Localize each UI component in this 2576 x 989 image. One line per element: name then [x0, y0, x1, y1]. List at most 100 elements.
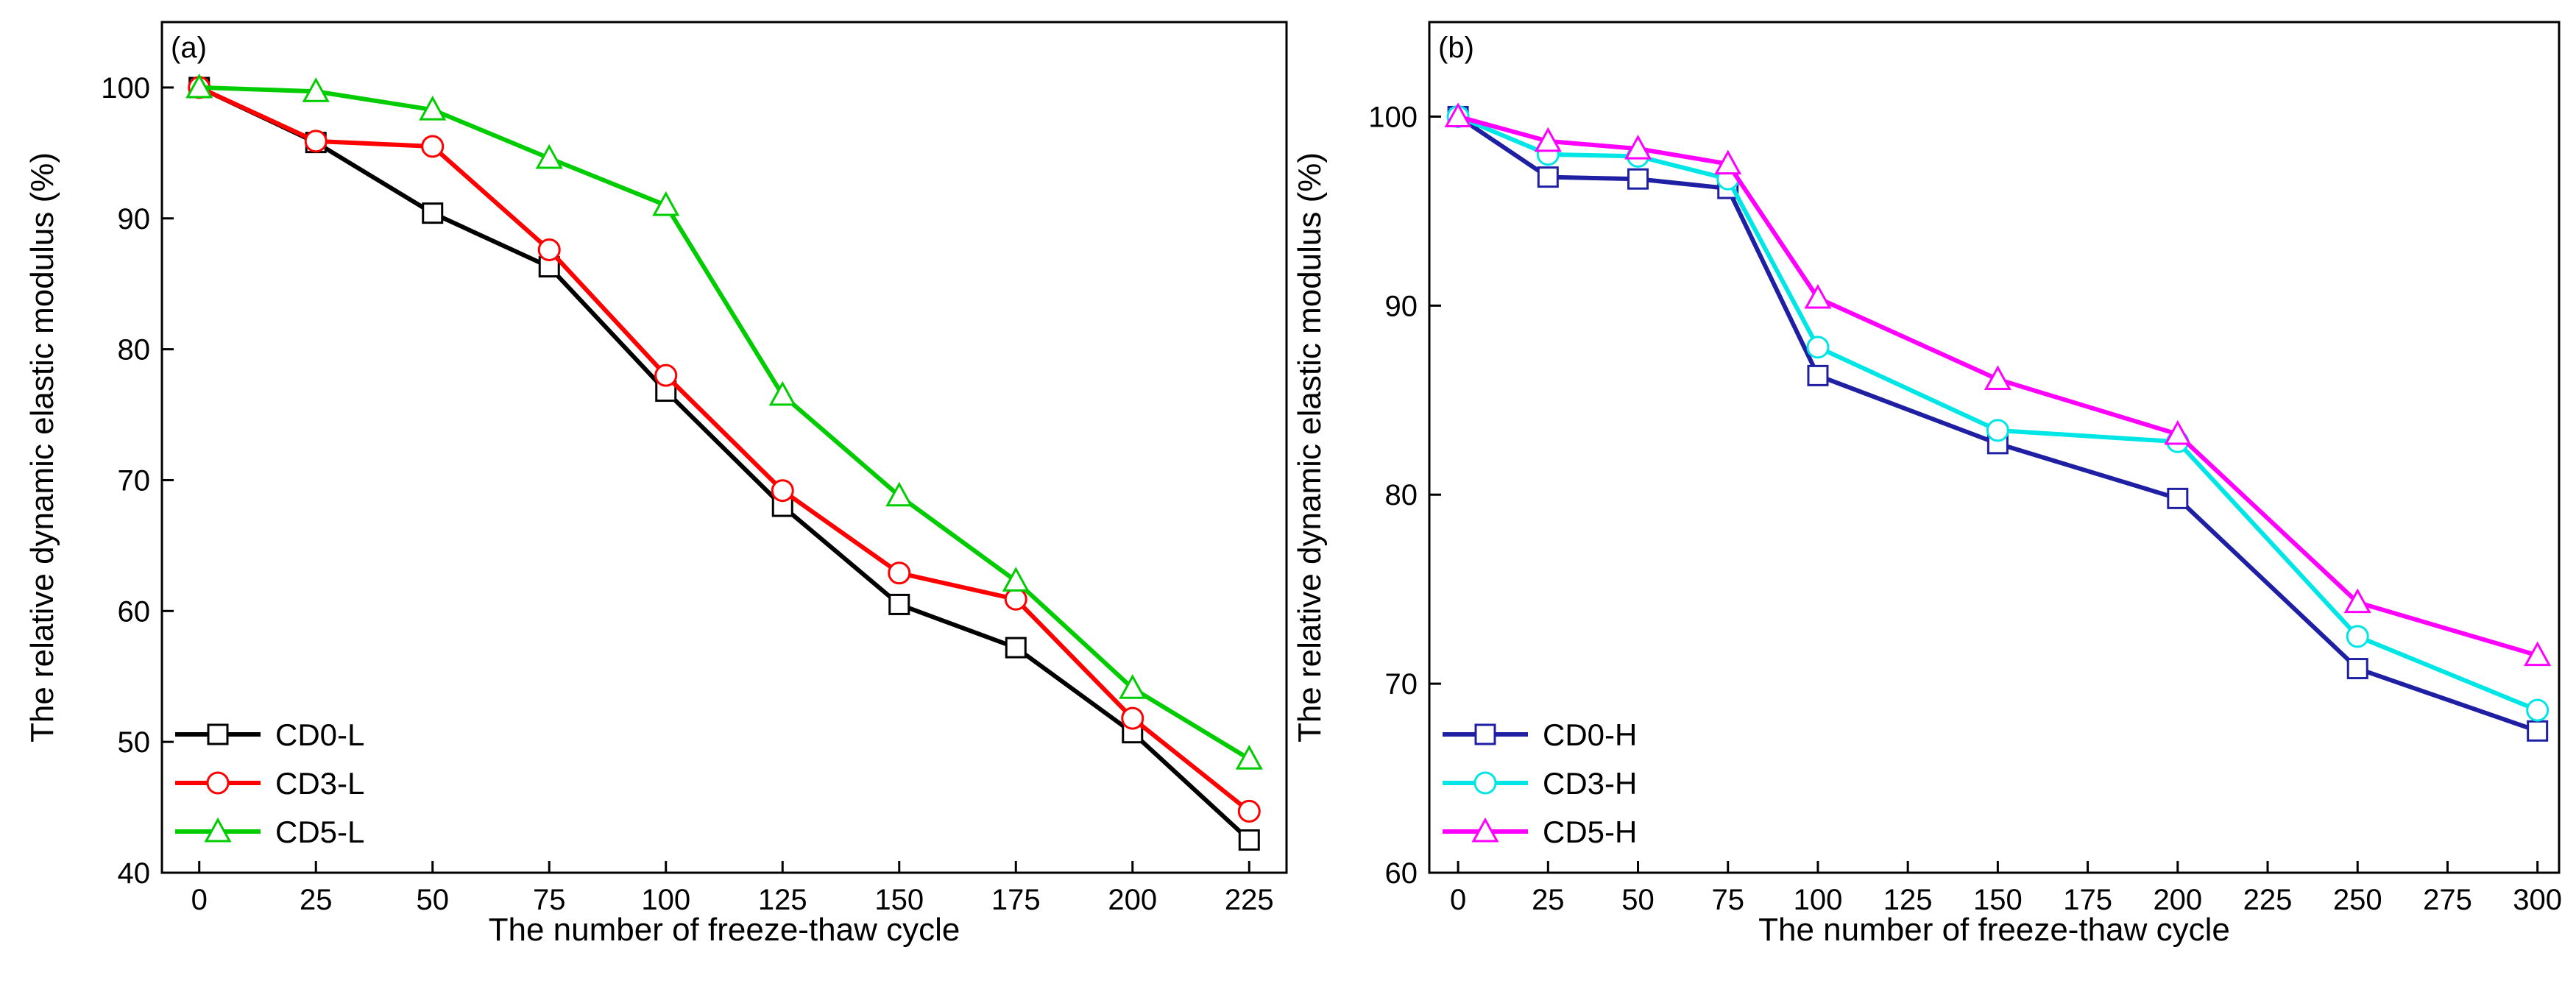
legend-label: CD3-L [275, 766, 364, 801]
data-point [1804, 283, 1832, 309]
data-point [422, 202, 444, 224]
x-tick-label: 0 [1450, 884, 1466, 916]
x-tick-label: 175 [991, 884, 1041, 916]
data-point [1537, 166, 1559, 188]
x-tick-label: 75 [1711, 884, 1744, 916]
data-point [768, 380, 796, 406]
data-point [652, 191, 680, 216]
data-point [419, 96, 447, 121]
data-point [2524, 641, 2552, 667]
data-point [1238, 829, 1260, 851]
legend-entry-cd5-l: CD5-L [175, 815, 364, 849]
x-tick-label: 125 [758, 884, 807, 916]
data-point [1986, 419, 2009, 442]
x-axis-title: The number of freeze-thaw cycle [489, 912, 960, 948]
series-line-cd5-l [199, 85, 1250, 761]
data-point [421, 135, 445, 158]
legend-entry-cd0-l: CD0-L [175, 717, 364, 752]
data-point [1004, 587, 1027, 611]
plot-frame [1428, 21, 2561, 874]
data-point [1121, 706, 1144, 730]
legend-marker [204, 817, 232, 843]
data-point [302, 77, 330, 102]
panel-a: 0 25 50 75 100 125 150 175 200 225 40 50 60 70 80 90 100… [24, 21, 1288, 948]
legend-label: CD3-H [1543, 766, 1637, 801]
x-tick-label: 300 [2513, 884, 2562, 916]
legend-marker [207, 723, 229, 745]
x-tick-label: 25 [1532, 884, 1565, 916]
legend-marker [206, 771, 230, 795]
data-point [1119, 674, 1147, 699]
legend-marker [1471, 817, 1499, 843]
y-tick-label: 100 [101, 72, 150, 104]
legend-label: CD5-H [1543, 815, 1637, 849]
panel-label: (b) [1438, 32, 1474, 64]
data-point [1714, 149, 1742, 175]
data-point [1002, 567, 1030, 592]
y-tick-label: 60 [118, 595, 151, 628]
y-tick-label: 70 [1385, 668, 1418, 701]
data-point [1237, 799, 1261, 823]
legend-label: CD5-L [275, 815, 364, 849]
x-tick-label: 100 [1794, 884, 1843, 916]
data-point [654, 364, 678, 387]
data-point [1806, 336, 1830, 359]
data-point [1624, 135, 1652, 160]
y-tick-label: 80 [1385, 479, 1418, 511]
y-tick-label: 90 [118, 203, 151, 235]
legend-label: CD0-H [1543, 717, 1637, 752]
data-point [535, 143, 563, 169]
series-line-cd3-l [198, 85, 1251, 813]
data-point [2167, 487, 2189, 509]
legend-marker [1474, 723, 1496, 745]
legend-entry-cd5-h: CD5-H [1443, 815, 1637, 849]
legend-entry-cd0-h: CD0-H [1443, 717, 1637, 752]
data-point [2526, 698, 2550, 722]
plot-frame [160, 21, 1288, 874]
data-point [1444, 102, 1472, 127]
data-point [771, 479, 794, 503]
data-point [304, 130, 328, 153]
x-tick-label: 175 [2063, 884, 2112, 916]
x-tick-label: 125 [1883, 884, 1933, 916]
y-tick-label: 100 [1368, 101, 1418, 133]
data-point [537, 238, 561, 261]
data-point [1005, 637, 1027, 659]
y-tick-label: 90 [1385, 290, 1418, 322]
panel-b: 0 25 50 75 100 125 150 175 200 225 250 275 300 60 70 80… [1292, 21, 2562, 948]
data-point [2346, 658, 2368, 680]
series-cd5-h [1444, 102, 2552, 667]
x-tick-label: 200 [2153, 884, 2202, 916]
x-tick-label: 50 [1621, 884, 1655, 916]
series-line-cd0-l [198, 85, 1251, 842]
x-tick-label: 275 [2423, 884, 2472, 916]
x-tick-label: 225 [2243, 884, 2293, 916]
x-tick-label: 150 [874, 884, 924, 916]
x-tick-label: 250 [2333, 884, 2382, 916]
x-tick-label: 225 [1225, 884, 1274, 916]
x-tick-label: 25 [300, 884, 333, 916]
data-point [885, 481, 913, 507]
x-tick-label: 150 [1973, 884, 2023, 916]
data-point [888, 593, 910, 615]
panel-label: (a) [171, 32, 207, 64]
y-tick-label: 80 [118, 334, 151, 366]
data-point [2346, 625, 2369, 648]
data-point [1534, 127, 1562, 152]
y-axis-title: The relative dynamic elastic modulus (%) [1292, 152, 1328, 742]
legend-entry-cd3-l: CD3-L [175, 766, 364, 801]
x-tick-label: 50 [416, 884, 449, 916]
series-cd3-l [188, 76, 1261, 823]
y-tick-label: 60 [1385, 857, 1418, 890]
y-axis-title: The relative dynamic elastic modulus (%) [24, 152, 60, 742]
data-point [1627, 168, 1649, 190]
y-tick-label: 40 [118, 857, 151, 890]
data-point [1235, 745, 1263, 770]
legend-entry-cd3-h: CD3-H [1443, 766, 1637, 801]
legend-marker [1473, 771, 1497, 795]
x-tick-label: 100 [641, 884, 690, 916]
data-point [1984, 365, 2011, 391]
data-point [2343, 588, 2371, 614]
x-tick-label: 200 [1108, 884, 1157, 916]
